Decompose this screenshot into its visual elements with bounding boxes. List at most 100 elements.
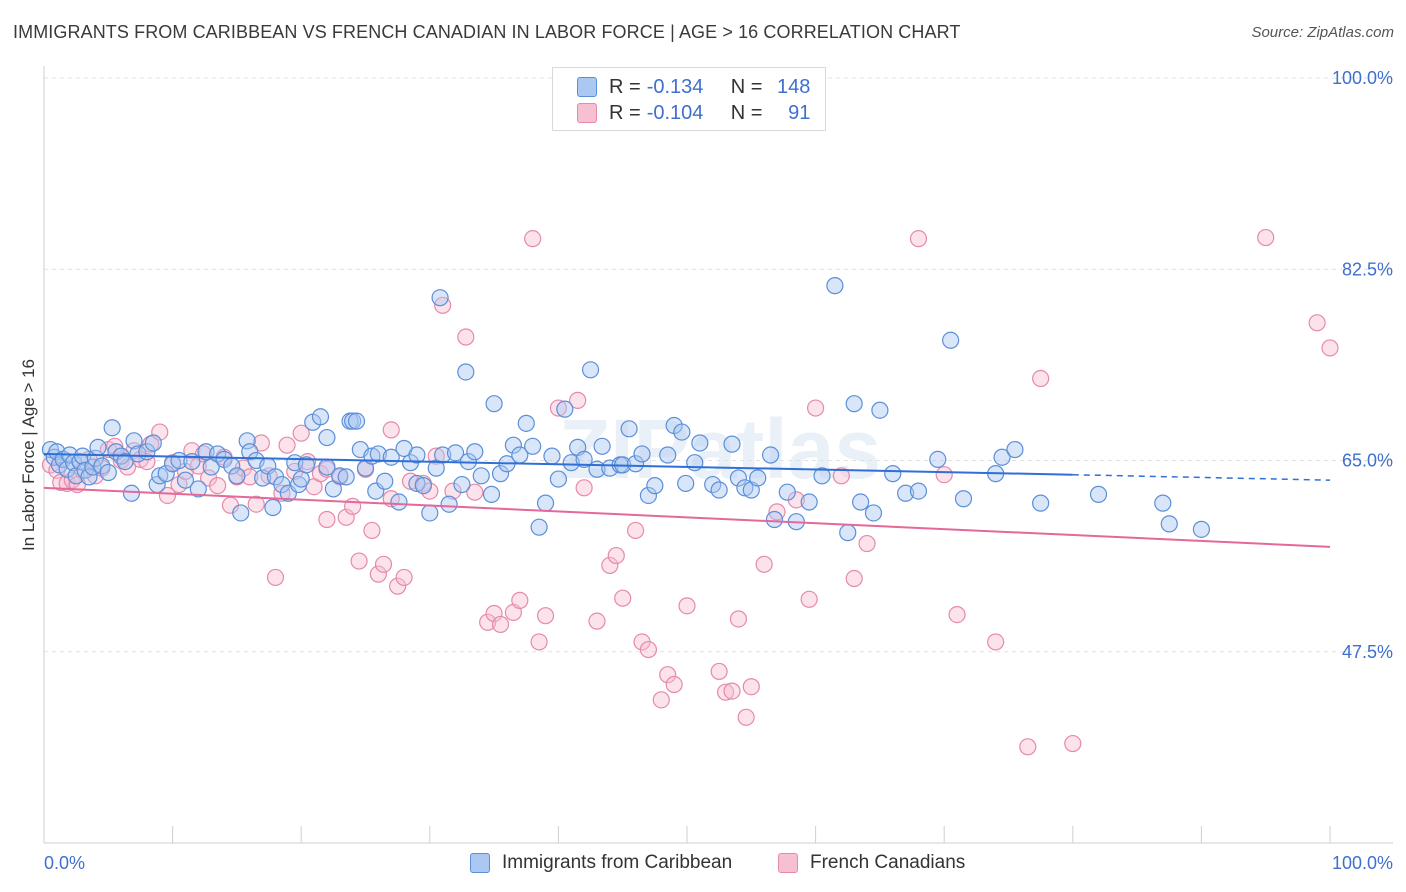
legend-swatch-blue <box>577 77 597 97</box>
data-point-french-canadians <box>209 477 227 495</box>
data-point-caribbean <box>238 432 256 450</box>
data-point-caribbean <box>232 504 250 522</box>
data-point-french-canadians <box>363 521 381 540</box>
data-point-caribbean <box>440 495 458 513</box>
data-point-caribbean <box>852 493 870 511</box>
trend-lines <box>43 452 1331 548</box>
data-point-caribbean <box>673 423 691 441</box>
data-point-caribbean <box>749 469 767 487</box>
data-point-caribbean <box>626 455 645 473</box>
data-point-caribbean <box>993 448 1011 466</box>
data-point-caribbean <box>408 446 426 464</box>
data-point-french-canadians <box>1019 738 1037 756</box>
data-point-caribbean <box>1089 485 1108 503</box>
data-point-french-canadians <box>337 508 355 526</box>
data-point-caribbean <box>446 444 465 462</box>
data-point-caribbean <box>264 498 282 517</box>
data-point-french-canadians <box>1064 734 1082 753</box>
data-point-caribbean <box>864 504 883 522</box>
data-point-caribbean <box>116 452 134 471</box>
legend-n-value: 148 <box>777 75 811 98</box>
data-point-caribbean <box>151 467 169 485</box>
legend-n-label: N = <box>730 101 763 124</box>
data-point-caribbean <box>434 446 452 464</box>
data-point-caribbean <box>729 469 748 487</box>
data-point-caribbean <box>765 510 784 529</box>
data-point-french-canadians <box>374 555 393 573</box>
data-point-caribbean <box>659 446 677 464</box>
data-point-caribbean <box>710 481 728 499</box>
data-point-french-canadians <box>479 613 497 631</box>
y-tick-label: 100.0% <box>1332 68 1393 88</box>
data-point-caribbean <box>80 468 98 486</box>
data-point-french-canadians <box>151 423 169 441</box>
data-point-caribbean <box>646 477 664 495</box>
data-point-caribbean <box>311 408 330 426</box>
data-point-french-canadians <box>987 633 1005 651</box>
data-point-caribbean <box>530 518 548 536</box>
data-point-caribbean <box>73 447 92 465</box>
trend-line-caribbean-extension <box>1072 473 1331 481</box>
data-point-french-canadians <box>1308 314 1326 332</box>
legend-n-value: 91 <box>788 101 811 124</box>
data-point-caribbean <box>562 454 580 472</box>
legend-r-value: -0.104 <box>646 101 704 124</box>
data-point-caribbean <box>845 395 863 413</box>
data-point-caribbean <box>942 331 960 349</box>
data-point-french-canadians <box>800 590 818 608</box>
data-point-caribbean <box>723 435 741 453</box>
data-point-caribbean <box>89 438 107 456</box>
data-point-caribbean <box>414 477 432 495</box>
data-point-caribbean <box>601 459 619 477</box>
trend-line-french-canadians <box>43 486 1331 548</box>
data-point-caribbean <box>431 289 449 307</box>
data-point-french-canadians <box>601 556 619 575</box>
data-point-caribbean <box>58 460 76 478</box>
data-point-caribbean <box>241 443 259 461</box>
stats-legend: R = -0.134 N = 148 R = -0.104 N = 91 <box>552 67 826 131</box>
data-point-caribbean <box>677 474 695 493</box>
data-point-caribbean <box>1154 494 1172 512</box>
data-point-french-canadians <box>427 447 445 465</box>
data-point-caribbean <box>228 467 246 485</box>
data-point-french-canadians <box>176 462 195 481</box>
data-point-french-canadians <box>524 230 542 248</box>
data-point-caribbean <box>639 486 658 505</box>
data-point-caribbean <box>344 412 362 430</box>
data-point-caribbean <box>482 485 501 503</box>
data-point-caribbean <box>273 475 291 494</box>
data-point-caribbean <box>1192 520 1211 538</box>
data-point-french-canadians <box>485 604 503 623</box>
data-point-french-canadians <box>569 391 587 409</box>
data-point-french-canadians <box>491 615 510 634</box>
data-point-caribbean <box>1160 515 1178 533</box>
data-point-french-canadians <box>536 607 555 625</box>
data-point-caribbean <box>543 447 561 465</box>
data-point-caribbean <box>337 468 355 486</box>
bottom-legend-swatch-pink <box>778 853 798 873</box>
data-point-french-canadians <box>241 468 259 486</box>
bottom-legend-swatch-blue <box>470 853 490 873</box>
data-point-french-canadians <box>678 597 696 615</box>
data-point-french-canadians <box>1321 339 1339 357</box>
data-point-french-canadians <box>948 605 966 624</box>
data-point-caribbean <box>457 363 475 381</box>
data-point-french-canadians <box>369 565 387 583</box>
data-point-french-canadians <box>549 399 568 417</box>
data-point-french-canadians <box>1032 369 1050 388</box>
data-point-caribbean <box>826 277 844 295</box>
data-point-french-canadians <box>806 399 825 417</box>
data-point-caribbean <box>421 504 439 522</box>
data-point-caribbean <box>99 463 117 482</box>
data-point-caribbean <box>144 434 162 452</box>
data-point-caribbean <box>103 419 121 437</box>
data-point-caribbean <box>504 436 522 454</box>
data-point-caribbean <box>466 443 484 461</box>
x-tick-label-left: 0.0% <box>44 853 85 873</box>
legend-r-value: -0.134 <box>646 75 704 98</box>
data-point-caribbean <box>549 470 568 488</box>
data-point-french-canadians <box>935 466 953 484</box>
data-point-french-canadians <box>266 568 285 587</box>
data-point-caribbean <box>1006 440 1024 459</box>
legend-swatch-pink <box>577 103 597 123</box>
